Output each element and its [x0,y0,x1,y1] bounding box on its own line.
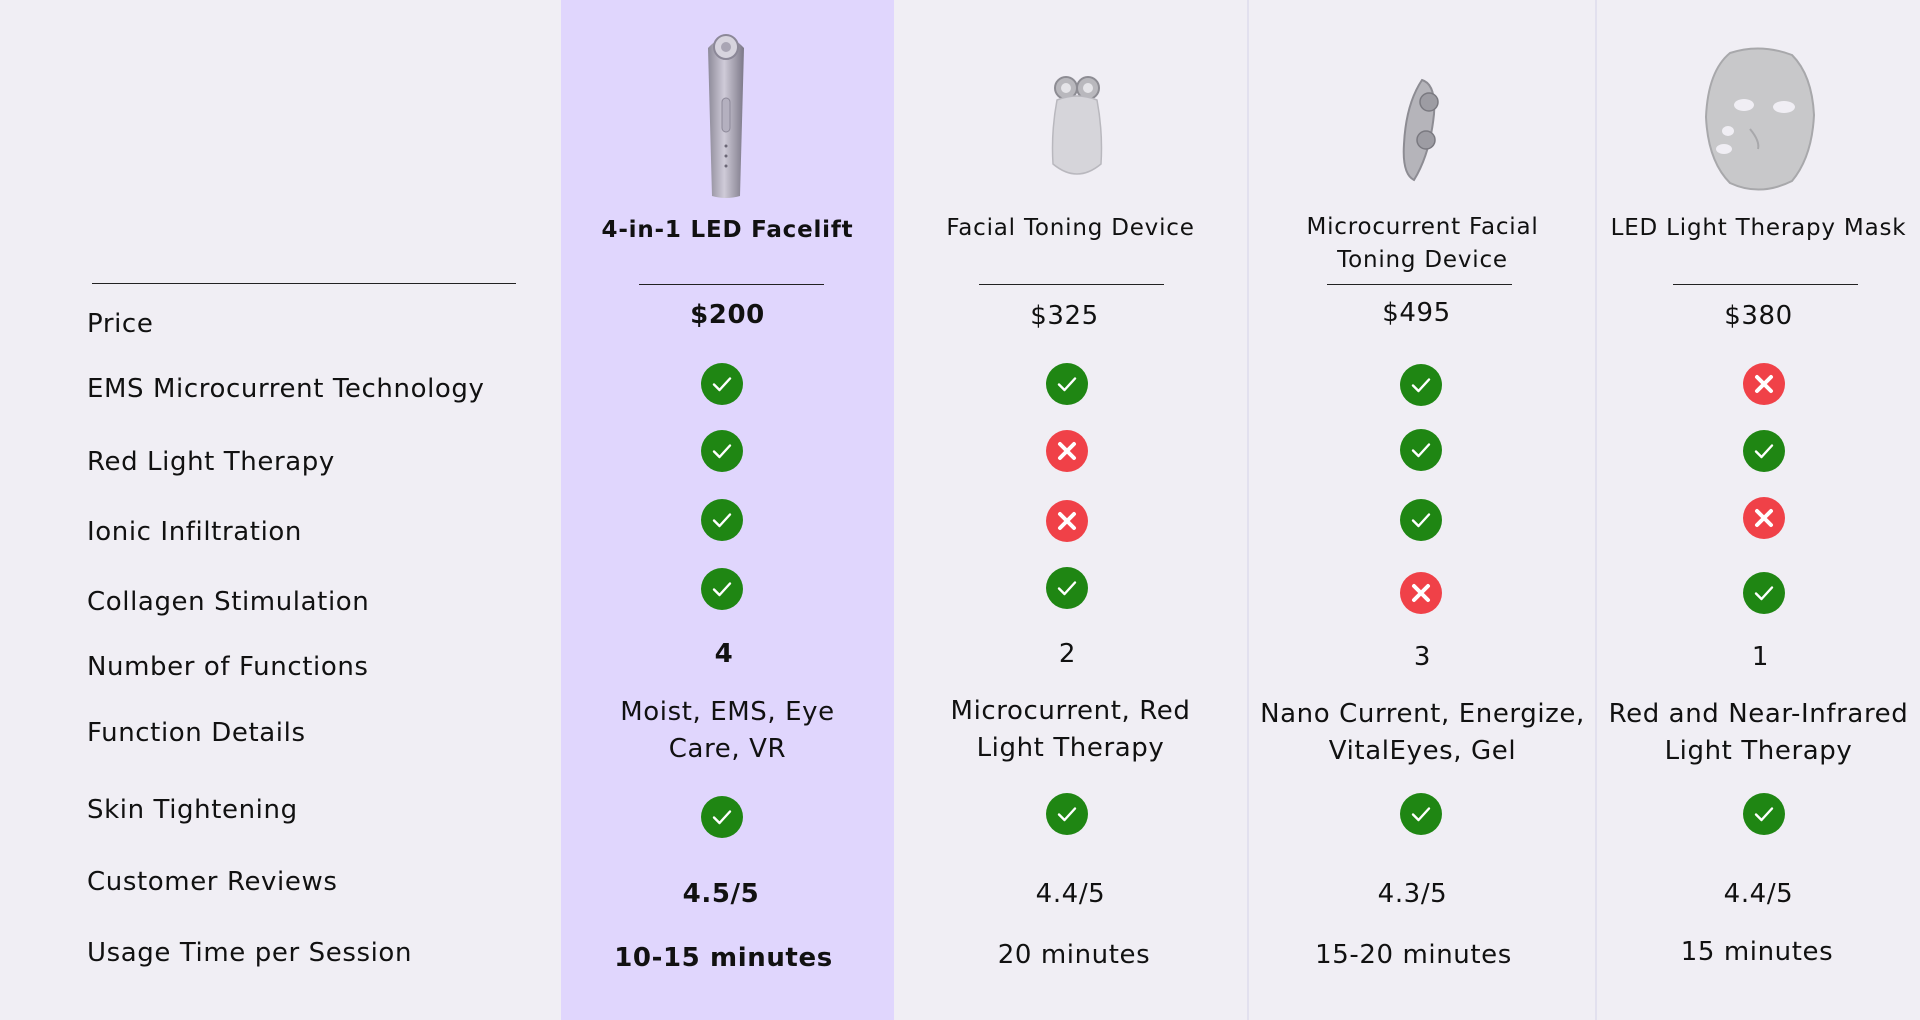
product-name-microcurrent-device: Microcurrent Facial Toning Device [1250,211,1595,277]
check-icon [1046,363,1088,405]
function-details-line: Light Therapy [976,733,1165,763]
check-icon [701,363,743,405]
usage-time-toning-device: 20 minutes [997,940,1151,970]
toning-device-image [1045,72,1109,186]
reviews-led-mask: 4.4/5 [1723,879,1794,909]
usage-time-led-mask: 15 minutes [1680,937,1834,967]
reviews-led-facelift: 4.5/5 [682,879,760,909]
usage-time-led-facelift: 10-15 minutes [614,943,833,973]
num-functions-microcurrent-device: 3 [1413,642,1432,672]
product-name-line: Toning Device [1337,247,1508,273]
function-details-microcurrent-device: Nano Current, Energize, VitalEyes, Gel [1250,696,1595,770]
function-details-line: VitalEyes, Gel [1328,736,1517,766]
price-led-mask: $380 [1724,301,1793,331]
feature-label-price: Price [87,309,154,339]
num-functions-led-facelift: 4 [714,639,734,669]
feature-label-ems: EMS Microcurrent Technology [87,374,485,404]
price-microcurrent-device: $495 [1382,298,1451,328]
feature-label-usage-time: Usage Time per Session [87,938,413,968]
function-details-line: Light Therapy [1664,736,1853,766]
product-name-line: Microcurrent Facial [1306,214,1539,240]
price-led-facelift: $200 [690,300,765,330]
product-name-led-facelift: 4-in-1 LED Facelift [601,217,854,243]
cross-icon [1046,500,1088,542]
column-divider [1247,0,1249,1020]
price-toning-device: $325 [1030,301,1099,331]
check-icon [701,499,743,541]
column-divider [1595,0,1597,1020]
led-mask-image [1700,45,1820,199]
check-icon [1743,430,1785,472]
header-rule [979,284,1164,285]
reviews-toning-device: 4.4/5 [1035,879,1106,909]
header-rule [1327,284,1512,285]
check-icon [701,568,743,610]
function-details-line: Care, VR [668,734,787,764]
feature-label-num-functions: Number of Functions [87,652,369,682]
header-rule [639,284,824,285]
cross-icon [1046,430,1088,472]
check-icon [1743,572,1785,614]
check-icon [1743,793,1785,835]
feature-label-function-details: Function Details [87,718,306,748]
feature-label-ionic: Ionic Infiltration [87,517,303,547]
usage-time-microcurrent-device: 15-20 minutes [1315,940,1512,970]
check-icon [701,430,743,472]
product-name-toning-device: Facial Toning Device [946,215,1195,241]
check-icon [1046,793,1088,835]
check-icon [701,796,743,838]
num-functions-led-mask: 1 [1751,642,1770,672]
microcurrent-device-image [1396,74,1446,188]
product-name-led-mask: LED Light Therapy Mask [1610,215,1907,241]
function-details-line: Moist, EMS, Eye [620,697,835,727]
num-functions-toning-device: 2 [1058,639,1077,669]
function-details-line: Nano Current, Energize, [1260,699,1585,729]
header-rule [92,283,516,284]
header-rule [1673,284,1858,285]
cross-icon [1400,572,1442,614]
cross-icon [1743,497,1785,539]
function-details-toning-device: Microcurrent, Red Light Therapy [904,693,1237,767]
check-icon [1046,567,1088,609]
function-details-led-facelift: Moist, EMS, Eye Care, VR [561,694,894,768]
feature-label-red-light: Red Light Therapy [87,447,335,477]
feature-label-reviews: Customer Reviews [87,867,338,897]
check-icon [1400,499,1442,541]
check-icon [1400,793,1442,835]
reviews-microcurrent-device: 4.3/5 [1377,879,1448,909]
led-facelift-wand-image [700,28,752,204]
check-icon [1400,429,1442,471]
feature-label-skin-tightening: Skin Tightening [87,795,298,825]
function-details-line: Microcurrent, Red [950,696,1191,726]
function-details-led-mask: Red and Near-Infrared Light Therapy [1597,696,1920,770]
function-details-line: Red and Near-Infrared [1608,699,1909,729]
feature-label-collagen: Collagen Stimulation [87,587,370,617]
cross-icon [1743,363,1785,405]
check-icon [1400,364,1442,406]
